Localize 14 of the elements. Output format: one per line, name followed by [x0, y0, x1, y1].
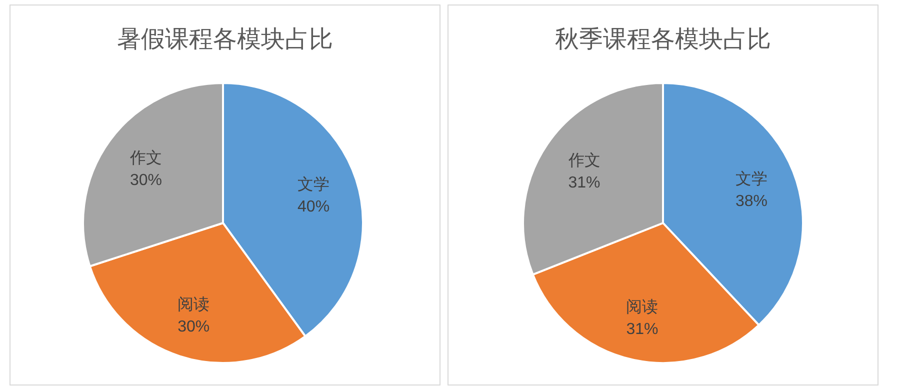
data-label: 40%	[298, 198, 330, 216]
slice-label: 作文	[128, 149, 162, 168]
slice-label: 作文	[567, 151, 600, 170]
slice-label: 阅读	[178, 296, 210, 314]
data-label: 30%	[178, 318, 210, 336]
chart-title: 秋季课程各模块占比	[555, 26, 771, 53]
data-label: 31%	[626, 320, 658, 338]
data-label: 31%	[568, 174, 600, 192]
slice-label: 阅读	[626, 298, 658, 316]
data-label: 30%	[130, 172, 162, 190]
data-label: 38%	[736, 192, 768, 210]
chart-title: 暑假课程各模块占比	[117, 26, 333, 53]
slice-label: 文学	[736, 170, 768, 188]
slice-label: 文学	[298, 176, 330, 194]
